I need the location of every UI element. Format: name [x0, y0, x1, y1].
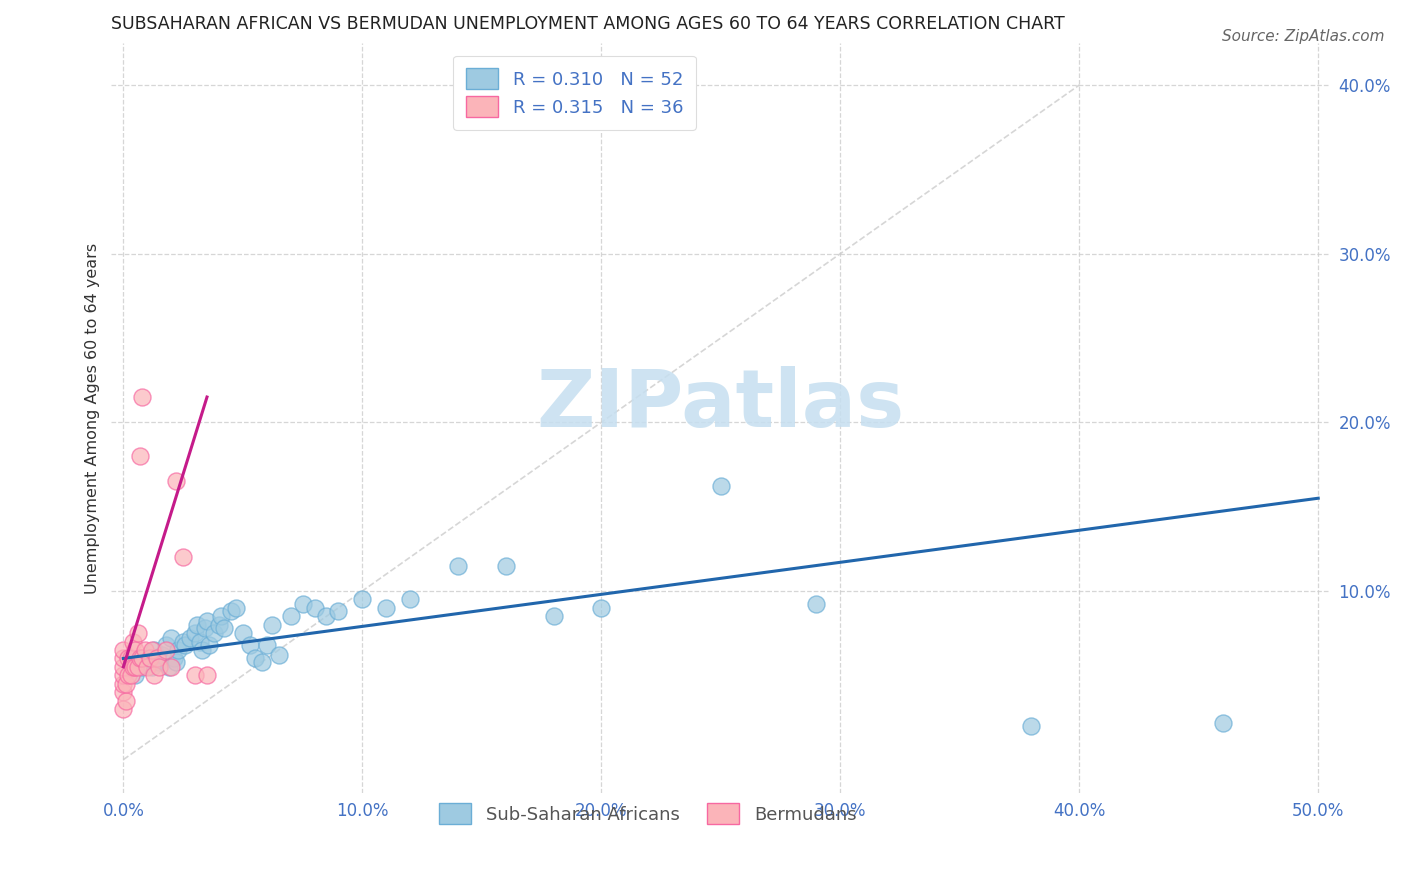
Point: [136, 660, 159, 674]
Point: [198, 638, 221, 652]
Point: [165, 475, 187, 489]
Point: [280, 609, 302, 624]
Point: [184, 626, 207, 640]
Point: [188, 634, 211, 648]
Point: [167, 643, 190, 657]
Point: [304, 600, 326, 615]
Point: [122, 660, 145, 674]
Point: [129, 651, 152, 665]
Legend: Sub-Saharan Africans, Bermudans: Sub-Saharan Africans, Bermudans: [426, 790, 869, 837]
Text: ZIPatlas: ZIPatlas: [537, 367, 905, 444]
Point: [1212, 715, 1234, 730]
Point: [806, 598, 828, 612]
Point: [209, 609, 232, 624]
Point: [172, 550, 194, 565]
Point: [146, 651, 169, 665]
Point: [141, 660, 163, 674]
Point: [191, 643, 214, 657]
Point: [174, 638, 197, 652]
Point: [112, 643, 135, 657]
Point: [194, 621, 217, 635]
Point: [155, 643, 177, 657]
Point: [543, 609, 565, 624]
Point: [124, 668, 146, 682]
Point: [399, 592, 422, 607]
Point: [127, 660, 149, 674]
Point: [202, 626, 225, 640]
Point: [447, 558, 470, 573]
Point: [208, 617, 231, 632]
Point: [131, 651, 153, 665]
Point: [157, 660, 180, 674]
Point: [165, 655, 187, 669]
Point: [184, 668, 207, 682]
Point: [143, 668, 166, 682]
Point: [591, 600, 613, 615]
Point: [219, 604, 242, 618]
Point: [375, 600, 398, 615]
Point: [136, 651, 159, 665]
Point: [120, 651, 142, 665]
Point: [117, 651, 139, 665]
Point: [239, 638, 262, 652]
Point: [124, 643, 146, 657]
Point: [143, 643, 166, 657]
Point: [195, 668, 218, 682]
Point: [148, 655, 170, 669]
Point: [291, 598, 314, 612]
Point: [114, 693, 136, 707]
Point: [710, 479, 733, 493]
Point: [112, 702, 135, 716]
Point: [114, 677, 136, 691]
Point: [148, 660, 170, 674]
Point: [131, 390, 153, 404]
Point: [138, 651, 160, 665]
Point: [155, 638, 177, 652]
Point: [232, 626, 254, 640]
Point: [267, 648, 290, 662]
Point: [124, 660, 146, 674]
Point: [160, 631, 183, 645]
Point: [328, 604, 350, 618]
Point: [112, 685, 135, 699]
Point: [112, 660, 135, 674]
Point: [129, 449, 152, 463]
Point: [495, 558, 517, 573]
Point: [131, 660, 153, 674]
Point: [120, 668, 142, 682]
Point: [315, 609, 337, 624]
Point: [186, 617, 208, 632]
Point: [256, 638, 278, 652]
Text: Source: ZipAtlas.com: Source: ZipAtlas.com: [1222, 29, 1385, 44]
Point: [260, 617, 283, 632]
Point: [160, 660, 183, 674]
Y-axis label: Unemployment Among Ages 60 to 64 years: Unemployment Among Ages 60 to 64 years: [86, 243, 100, 594]
Point: [134, 643, 156, 657]
Point: [225, 600, 247, 615]
Point: [1021, 719, 1043, 733]
Point: [250, 655, 273, 669]
Point: [122, 634, 145, 648]
Point: [141, 643, 163, 657]
Point: [212, 621, 235, 635]
Point: [112, 668, 135, 682]
Point: [112, 651, 135, 665]
Point: [179, 631, 201, 645]
Point: [150, 648, 173, 662]
Text: SUBSAHARAN AFRICAN VS BERMUDAN UNEMPLOYMENT AMONG AGES 60 TO 64 YEARS CORRELATIO: SUBSAHARAN AFRICAN VS BERMUDAN UNEMPLOYM…: [111, 15, 1066, 33]
Point: [117, 668, 139, 682]
Point: [243, 651, 266, 665]
Point: [352, 592, 374, 607]
Point: [172, 634, 194, 648]
Point: [127, 626, 149, 640]
Point: [112, 677, 135, 691]
Point: [195, 615, 218, 629]
Point: [162, 651, 184, 665]
